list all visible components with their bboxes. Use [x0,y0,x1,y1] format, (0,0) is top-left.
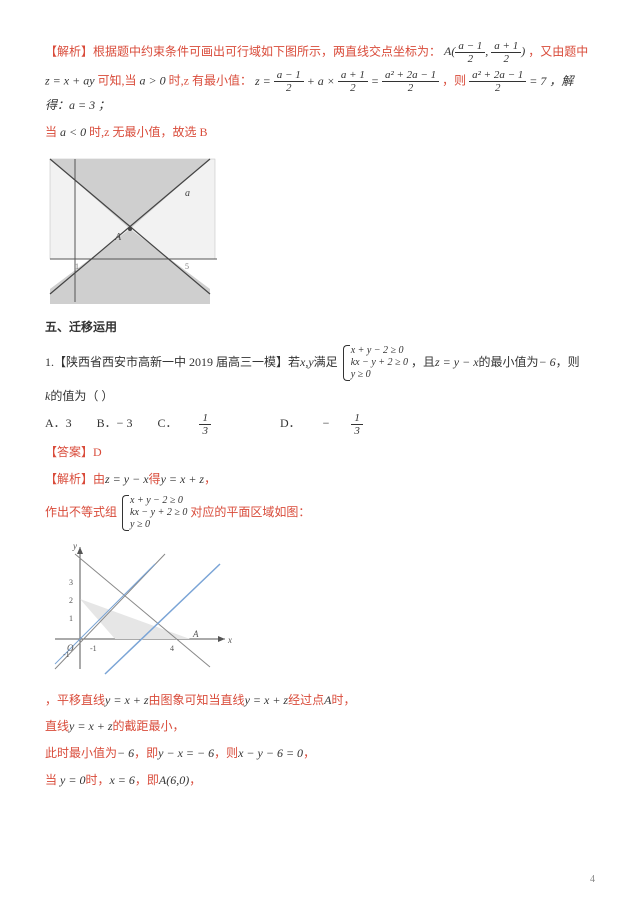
q1-stem: 1.【陕西省西安市高新一中 2019 届高三一模】若x,y满足 x + y − … [45,345,595,381]
q1-stem-2: k的值为（ ） [45,385,595,408]
answer: 【答案】D [45,441,595,464]
analysis-prefix: 【解析】根据题中约束条件可画出可行域如下图所示，两直线交点坐标为： [45,44,441,58]
choice-B: B．− 3 [97,416,133,430]
point-A: A(a − 12, a + 12) [444,44,528,58]
analysis-line2: z = x + ay 可知,当 a > 0 时,z 有最小值： z = a − … [45,69,595,117]
svg-text:x: x [227,635,232,645]
svg-text:y: y [72,541,77,551]
sol-line6: 当 y = 0时，x = 6，即A(6,0)， [45,769,595,792]
choice-D: D．−13 [280,416,407,430]
feasible-region-graph-1: a A 1 5 [45,154,595,304]
q1-choices: A．3 B．− 3 C．13 D．−13 [45,412,595,437]
sol-line2: 作出不等式组 x + y − 2 ≥ 0 kx − y + 2 ≥ 0 y ≥ … [45,495,595,531]
svg-text:1: 1 [69,614,73,623]
q1-constraint-system: x + y − 2 ≥ 0 kx − y + 2 ≥ 0 y ≥ 0 [341,345,408,381]
svg-text:5: 5 [185,262,189,271]
sol-line4: 直线y = x + z的截距最小， [45,715,595,738]
page-number: 4 [590,874,595,885]
svg-text:-1: -1 [90,644,97,653]
sol-line5: 此时最小值为− 6，即y − x = − 6，则x − y − 6 = 0， [45,742,595,765]
analysis-suffix: ，又由题中 [528,44,588,58]
sol-line1: 【解析】由z = y − x得y = x + z， [45,468,595,491]
svg-text:A: A [192,629,199,639]
graph1-label-A: A [114,232,122,243]
svg-text:-1: -1 [63,650,70,659]
graph1-label-a: a [185,188,190,199]
min-equation: z = a − 12 + a × a + 12 = a² + 2a − 12 [255,74,442,88]
svg-text:1: 1 [75,262,79,271]
svg-text:2: 2 [69,596,73,605]
choice-C: C．13 [157,416,255,430]
sol-constraint-system: x + y − 2 ≥ 0 kx − y + 2 ≥ 0 y ≥ 0 [120,495,187,531]
choice-A: A．3 [45,416,72,430]
svg-text:3: 3 [69,578,73,587]
sol-line3: ，平移直线y = x + z由图象可知当直线y = x + z经过点A时， [45,689,595,712]
feasible-region-graph-2: O x y 1 2 3 -1 -1 4 A [45,539,595,679]
svg-text:4: 4 [170,644,174,653]
analysis-line3: 当 a < 0 时,z 无最小值，故选 B [45,121,595,144]
analysis-line1: 【解析】根据题中约束条件可画出可行域如下图所示，两直线交点坐标为： A(a − … [45,40,595,65]
section-5-title: 五、迁移运用 [45,318,595,335]
